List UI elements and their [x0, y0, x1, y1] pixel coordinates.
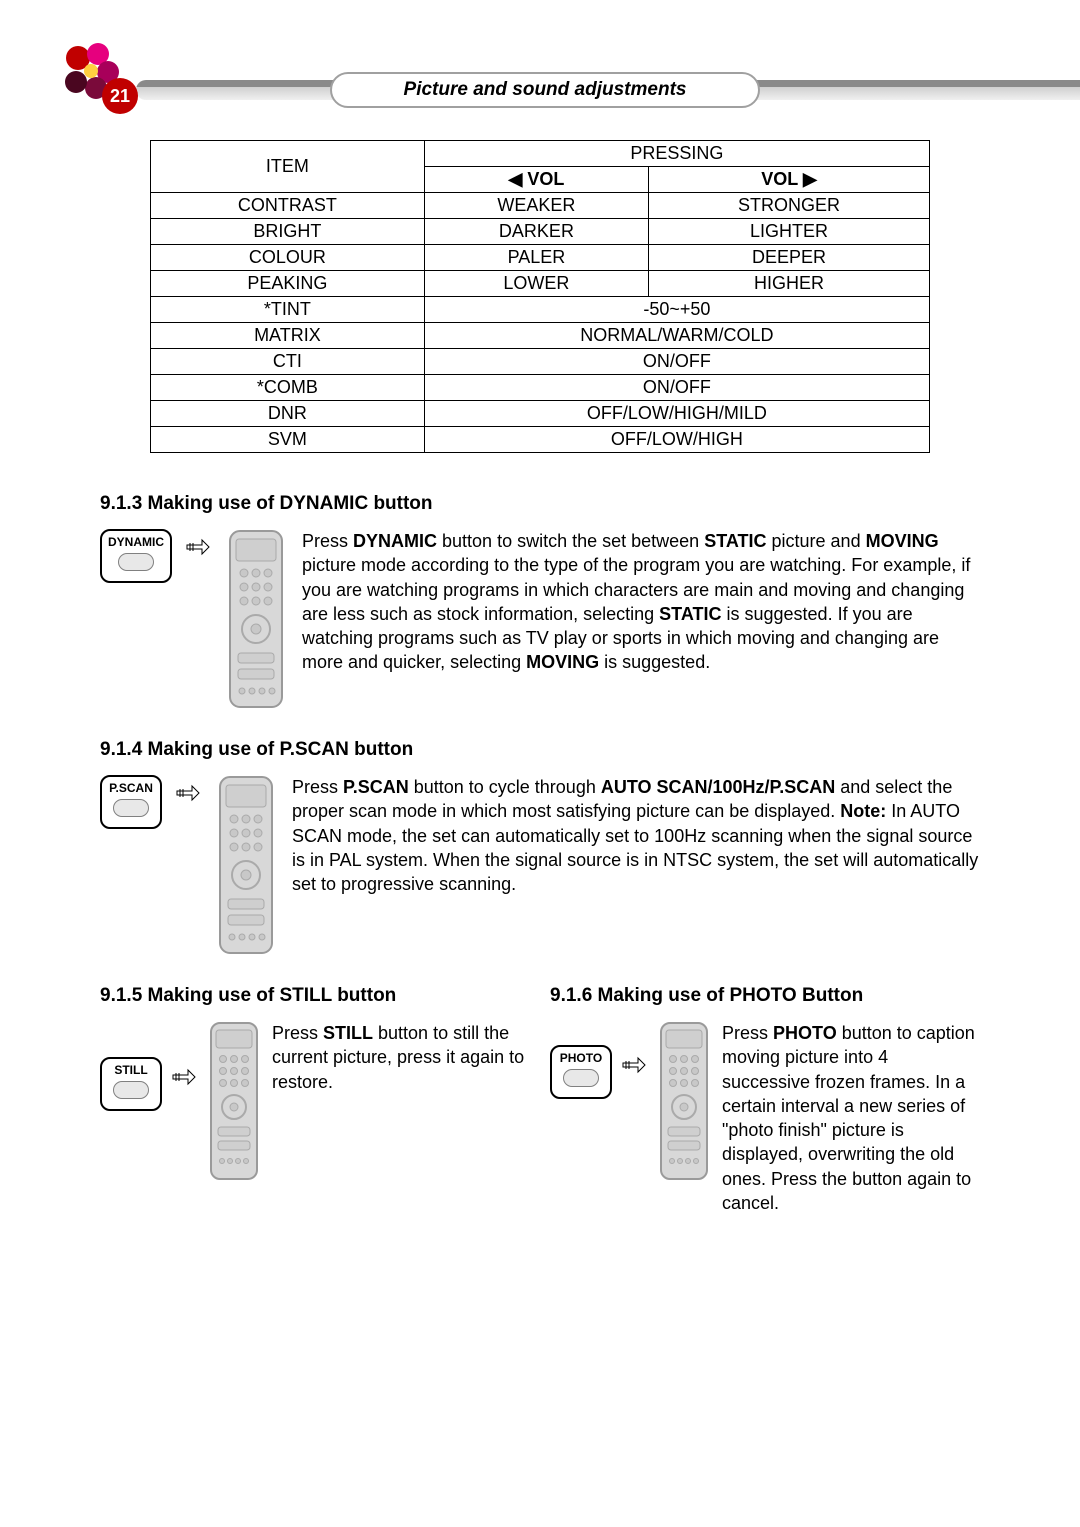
table-row: *COMBON/OFF: [151, 375, 930, 401]
cell-left: DARKER: [424, 219, 648, 245]
section-pscan: 9.1.4 Making use of P.SCAN button P.SCAN…: [100, 739, 980, 955]
cell-item: SVM: [151, 427, 425, 453]
cell-item: COLOUR: [151, 245, 425, 271]
cell-item: DNR: [151, 401, 425, 427]
section-heading: 9.1.3 Making use of DYNAMIC button: [100, 493, 980, 515]
cell-right: HIGHER: [649, 271, 930, 297]
section-still: 9.1.5 Making use of STILL button STILL P…: [100, 985, 530, 1215]
th-item: ITEM: [151, 141, 425, 193]
section-heading: 9.1.4 Making use of P.SCAN button: [100, 739, 980, 761]
cell-value: OFF/LOW/HIGH/MILD: [424, 401, 929, 427]
still-button-diagram: STILL: [100, 1057, 162, 1111]
arrow-right-icon: [186, 537, 210, 557]
photo-text: Press PHOTO button to caption moving pic…: [722, 1021, 980, 1215]
cell-item: PEAKING: [151, 271, 425, 297]
button-label: P.SCAN: [109, 781, 153, 795]
arrow-right-icon: [622, 1055, 646, 1075]
cell-left: PALER: [424, 245, 648, 271]
table-row: BRIGHTDARKERLIGHTER: [151, 219, 930, 245]
pscan-button-diagram: P.SCAN: [100, 775, 162, 829]
cell-item: MATRIX: [151, 323, 425, 349]
remote-icon: [214, 775, 278, 955]
table-row: *TINT-50~+50: [151, 297, 930, 323]
cell-value: ON/OFF: [424, 349, 929, 375]
table-row: SVMOFF/LOW/HIGH: [151, 427, 930, 453]
adjustments-table: ITEM PRESSING ◀ VOL VOL ▶ CONTRASTWEAKER…: [150, 140, 930, 453]
cell-value: ON/OFF: [424, 375, 929, 401]
button-label: STILL: [114, 1063, 147, 1077]
button-oval-icon: [118, 553, 154, 571]
cell-item: *COMB: [151, 375, 425, 401]
dynamic-text: Press DYNAMIC button to switch the set b…: [302, 529, 980, 675]
button-oval-icon: [113, 1081, 149, 1099]
button-label: PHOTO: [560, 1051, 602, 1065]
remote-icon: [206, 1021, 262, 1181]
table-row: PEAKINGLOWERHIGHER: [151, 271, 930, 297]
button-oval-icon: [113, 799, 149, 817]
photo-button-diagram: PHOTO: [550, 1045, 612, 1099]
cell-left: LOWER: [424, 271, 648, 297]
th-vol-right: VOL ▶: [649, 167, 930, 193]
cell-value: OFF/LOW/HIGH: [424, 427, 929, 453]
cell-right: STRONGER: [649, 193, 930, 219]
table-row: COLOURPALERDEEPER: [151, 245, 930, 271]
page-header: 21 Picture and sound adjustments: [60, 50, 1020, 110]
button-oval-icon: [563, 1069, 599, 1087]
page-title: Picture and sound adjustments: [330, 72, 760, 108]
cell-item: *TINT: [151, 297, 425, 323]
section-photo: 9.1.6 Making use of PHOTO Button PHOTO P…: [550, 985, 980, 1215]
table-row: CONTRASTWEAKERSTRONGER: [151, 193, 930, 219]
th-vol-left: ◀ VOL: [424, 167, 648, 193]
cell-left: WEAKER: [424, 193, 648, 219]
arrow-right-icon: [172, 1067, 196, 1087]
cell-item: CONTRAST: [151, 193, 425, 219]
table-row: CTION/OFF: [151, 349, 930, 375]
dynamic-button-diagram: DYNAMIC: [100, 529, 172, 583]
remote-icon: [656, 1021, 712, 1181]
section-dynamic: 9.1.3 Making use of DYNAMIC button DYNAM…: [100, 493, 980, 709]
page-number-badge: 21: [102, 78, 138, 114]
button-label: DYNAMIC: [108, 535, 164, 549]
th-pressing: PRESSING: [424, 141, 929, 167]
cell-right: DEEPER: [649, 245, 930, 271]
remote-icon: [224, 529, 288, 709]
cell-item: BRIGHT: [151, 219, 425, 245]
arrow-right-icon: [176, 783, 200, 803]
cell-value: -50~+50: [424, 297, 929, 323]
section-heading: 9.1.6 Making use of PHOTO Button: [550, 985, 980, 1007]
table-row: MATRIXNORMAL/WARM/COLD: [151, 323, 930, 349]
still-text: Press STILL button to still the current …: [272, 1021, 530, 1094]
table-row: DNROFF/LOW/HIGH/MILD: [151, 401, 930, 427]
cell-item: CTI: [151, 349, 425, 375]
cell-right: LIGHTER: [649, 219, 930, 245]
section-heading: 9.1.5 Making use of STILL button: [100, 985, 530, 1007]
pscan-text: Press P.SCAN button to cycle through AUT…: [292, 775, 980, 896]
cell-value: NORMAL/WARM/COLD: [424, 323, 929, 349]
